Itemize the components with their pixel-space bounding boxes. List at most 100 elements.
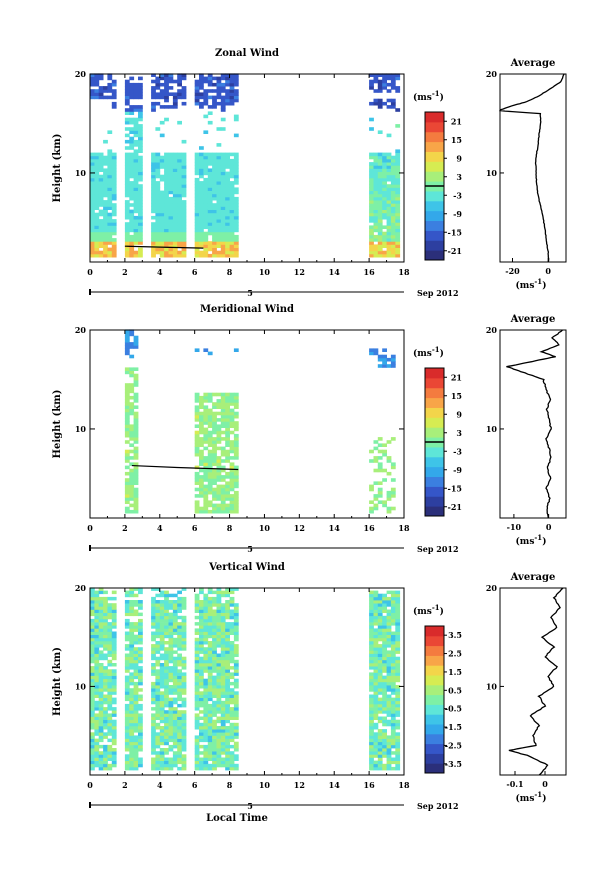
heat-cell bbox=[164, 615, 169, 620]
heat-cell bbox=[373, 212, 379, 217]
heat-cell bbox=[390, 656, 396, 661]
heat-cell bbox=[194, 168, 200, 172]
heat-cell bbox=[220, 162, 226, 166]
heat-cell bbox=[233, 411, 239, 416]
heat-cell bbox=[377, 98, 383, 103]
heat-cell bbox=[390, 73, 396, 77]
heat-cell bbox=[212, 503, 217, 508]
heat-cell bbox=[181, 76, 187, 81]
heat-cell bbox=[377, 609, 383, 613]
heat-cell bbox=[225, 593, 230, 598]
heat-cell bbox=[177, 713, 182, 717]
heat-cell bbox=[133, 190, 139, 195]
heat-cell bbox=[177, 92, 182, 96]
heat-cell bbox=[199, 190, 204, 195]
heat-cell bbox=[377, 663, 383, 667]
heat-cell bbox=[194, 691, 200, 695]
heat-cell bbox=[377, 89, 383, 93]
heat-cell bbox=[207, 509, 213, 514]
average-profile-line bbox=[506, 329, 563, 519]
heat-cell bbox=[395, 253, 401, 258]
average-frame bbox=[499, 73, 567, 263]
heat-cell bbox=[98, 155, 104, 160]
heat-cell bbox=[216, 744, 222, 749]
heat-cell bbox=[129, 681, 135, 686]
heat-cell bbox=[168, 634, 174, 639]
heat-cell bbox=[377, 462, 383, 466]
heat-cell bbox=[216, 593, 222, 598]
heat-cell bbox=[90, 672, 95, 676]
heat-cell bbox=[168, 622, 174, 626]
heat-cell bbox=[207, 647, 213, 651]
heat-cell bbox=[177, 641, 182, 645]
heat-cell bbox=[207, 729, 213, 733]
heat-cell bbox=[129, 225, 135, 229]
heat-cell bbox=[207, 155, 213, 160]
heat-cell bbox=[172, 615, 178, 620]
heat-cell bbox=[216, 193, 222, 198]
heat-cell bbox=[129, 503, 135, 508]
heat-cell bbox=[90, 162, 95, 166]
heat-cell bbox=[220, 105, 226, 109]
heat-cell bbox=[98, 618, 104, 623]
heat-cell bbox=[103, 722, 108, 727]
heat-cell bbox=[373, 73, 379, 77]
heat-cell bbox=[111, 168, 117, 172]
heat-cell bbox=[395, 152, 401, 157]
heat-cell bbox=[138, 763, 143, 768]
heat-cell bbox=[390, 196, 396, 201]
colorbar-tick-label: 2.5 bbox=[448, 649, 462, 659]
heat-cell bbox=[207, 751, 213, 755]
heat-cell bbox=[168, 184, 174, 188]
heat-cell bbox=[151, 694, 156, 698]
heat-cell bbox=[377, 215, 383, 220]
heat-cell bbox=[207, 618, 213, 623]
heat-cell bbox=[133, 766, 139, 771]
heat-cell bbox=[172, 691, 178, 695]
heat-cell bbox=[377, 231, 383, 236]
heat-cell bbox=[395, 76, 401, 81]
heat-cell bbox=[212, 203, 217, 207]
heat-cell bbox=[386, 206, 392, 210]
heat-cell bbox=[369, 656, 374, 661]
heat-cell bbox=[103, 744, 108, 749]
heat-cell bbox=[138, 726, 143, 730]
heat-cell bbox=[103, 748, 108, 752]
heat-cell bbox=[94, 593, 100, 598]
heat-cell bbox=[194, 244, 200, 248]
heat-cell bbox=[129, 158, 135, 163]
heat-cell bbox=[199, 459, 204, 463]
heat-cell bbox=[107, 162, 113, 166]
heat-cell bbox=[373, 456, 379, 460]
heat-cell bbox=[168, 241, 174, 245]
heat-cell bbox=[373, 162, 379, 166]
heat-cell bbox=[386, 766, 392, 771]
heat-cell bbox=[225, 766, 230, 771]
heat-cell bbox=[159, 716, 165, 720]
heat-cell bbox=[203, 647, 209, 651]
heat-cell bbox=[111, 647, 117, 651]
heat-cell bbox=[155, 672, 161, 676]
heat-cell bbox=[225, 250, 230, 255]
heat-cell bbox=[216, 509, 222, 514]
heat-cell bbox=[390, 101, 396, 106]
heat-cell bbox=[124, 456, 130, 460]
heat-cell bbox=[129, 168, 135, 172]
heat-cell bbox=[382, 73, 387, 77]
heat-cell bbox=[133, 108, 139, 112]
heat-cell bbox=[181, 139, 187, 144]
heat-cell bbox=[129, 612, 135, 617]
heat-cell bbox=[172, 593, 178, 598]
heat-cell bbox=[177, 659, 182, 664]
heat-cell bbox=[129, 766, 135, 771]
heat-cell bbox=[225, 688, 230, 692]
heat-cell bbox=[229, 449, 235, 454]
heat-cell bbox=[111, 203, 117, 207]
heat-cell bbox=[107, 149, 113, 153]
heat-cell bbox=[94, 628, 100, 632]
heat-cell bbox=[225, 487, 230, 492]
heat-cell bbox=[98, 713, 104, 717]
heat-cell bbox=[203, 250, 209, 255]
heat-cell bbox=[155, 225, 161, 229]
